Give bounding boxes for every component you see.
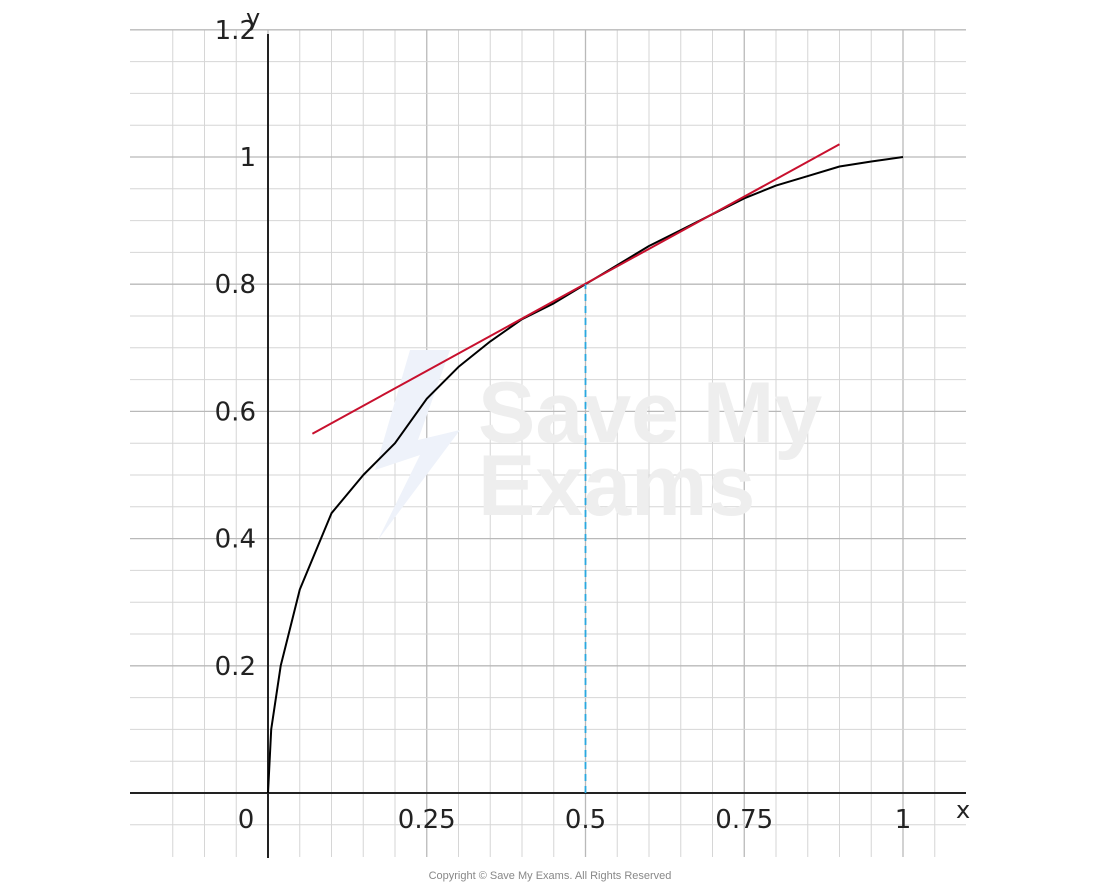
watermark-bolt-icon [375,350,460,540]
y-tick-label: 0.2 [215,652,256,682]
y-tick-label: 0.4 [215,525,256,555]
x-tick-label: 0.75 [715,805,773,835]
copyright-text: Copyright © Save My Exams. All Rights Re… [428,870,672,882]
x-tick-label: 1 [895,805,912,835]
y-tick-label: 1 [239,143,256,173]
watermark-line-1: Save My [478,365,822,461]
series-tangent-line [311,143,840,435]
watermark-line-2: Exams [478,438,755,534]
series-curve-line [267,156,904,794]
y-axis-label: y [246,4,260,32]
watermark: Save My Exams [375,350,822,540]
x-tick-label: 0.5 [565,805,606,835]
x-tick-label: 0.25 [398,805,456,835]
axes [130,34,966,858]
y-tick-label: 0.8 [215,270,256,300]
y-tick-label: 1.2 [215,16,256,46]
y-tick-label: 0.6 [215,397,256,427]
x-tick-label: 0 [238,805,255,835]
x-axis-label: x [956,796,970,824]
series-layer [267,143,904,794]
tick-labels: 0 0.25 0.5 0.75 1 0.2 0.4 0.6 0.8 1 1.2 [215,16,912,835]
